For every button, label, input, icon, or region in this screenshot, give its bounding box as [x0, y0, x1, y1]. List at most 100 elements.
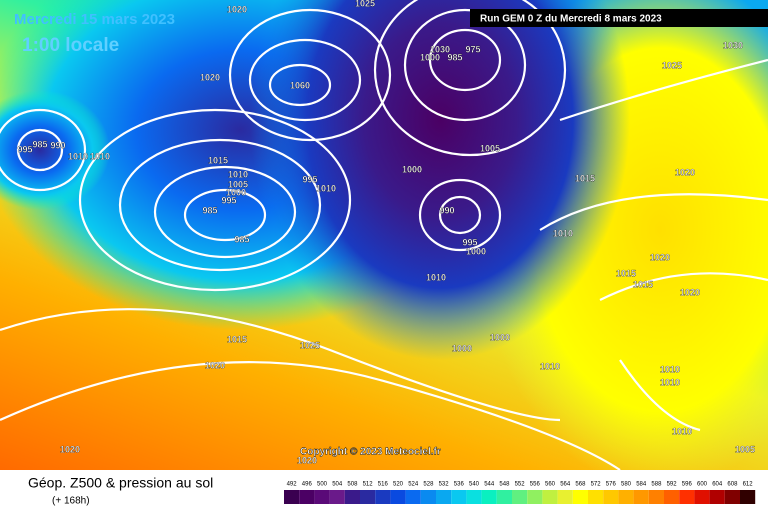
footer-subtitle: (+ 168h) [52, 496, 90, 507]
isobar-label: 1020 [297, 455, 317, 465]
scale-label: 564 [560, 482, 571, 488]
isobar-label: 1015 [208, 155, 228, 165]
isobar-label: 1030 [430, 44, 450, 54]
scale-cell [648, 490, 664, 504]
scale-label: 520 [393, 482, 404, 488]
isobar-label: 1020 [200, 72, 220, 82]
isobar-label: 1015 [575, 173, 595, 183]
scale-label: 588 [651, 482, 662, 488]
scale-label: 600 [697, 482, 708, 488]
scale-label: 516 [378, 482, 389, 488]
isobar-label: 1020 [227, 4, 247, 14]
isobar-label: 1025 [662, 60, 682, 70]
time: 1:00 locale [22, 35, 119, 56]
isobar-label: 995 [221, 195, 236, 205]
scale-cell [329, 490, 345, 504]
isobar-label: 1010 [68, 151, 88, 161]
scale-cell [481, 490, 497, 504]
trough-area [250, 0, 630, 360]
isobar-label: 975 [465, 44, 480, 54]
scale-cell [588, 490, 604, 504]
scale-cell [436, 490, 452, 504]
isobars [0, 0, 768, 470]
scale-label: 544 [484, 482, 495, 488]
scale-cell [724, 490, 740, 504]
scale-label: 512 [363, 482, 374, 488]
scale-cell [360, 490, 376, 504]
isobar-label: 1030 [723, 40, 743, 50]
isobar-label: 1020 [680, 287, 700, 297]
isobar-label: 985 [32, 139, 47, 149]
isobar-label: 995 [302, 174, 317, 184]
scale-label: 548 [499, 482, 510, 488]
scale-label: 572 [591, 482, 602, 488]
scale-label: 568 [575, 482, 586, 488]
scale-label: 608 [727, 482, 738, 488]
isobar-label: 985 [202, 205, 217, 215]
isobar-label: 995 [17, 144, 32, 154]
scale-label: 492 [287, 482, 298, 488]
isobar-label: 1005 [480, 143, 500, 153]
isobar-label: 1015 [616, 268, 636, 278]
scale-cell [496, 490, 512, 504]
scale-label: 504 [332, 482, 343, 488]
scale-cell [466, 490, 482, 504]
isobar-label: 1010 [540, 361, 560, 371]
date: Mercredi 15 mars 2023 [14, 11, 175, 28]
scale-label: 612 [743, 482, 754, 488]
isobar-label: 1005 [735, 444, 755, 454]
scale-cell [664, 490, 680, 504]
copyright: Copyright © 2023 Meteociel.fr [300, 447, 441, 458]
scale-label: 556 [530, 482, 541, 488]
scale-cell [405, 490, 421, 504]
isobar-label: 990 [439, 205, 454, 215]
scale-label: 576 [606, 482, 617, 488]
isobar-label: 990 [50, 140, 65, 150]
isobar-label: 1000 [420, 52, 440, 62]
isobar-label: 1010 [672, 426, 692, 436]
scale-label: 508 [347, 482, 358, 488]
scale-cell [709, 490, 725, 504]
isobar-label: 1020 [205, 360, 225, 370]
scale-cell [512, 490, 528, 504]
scale-cell [542, 490, 558, 504]
isobar-label: 985 [234, 234, 249, 244]
isobar-label: 1010 [660, 377, 680, 387]
isobar-label: 1010 [660, 364, 680, 374]
scale-cell [694, 490, 710, 504]
scale-cell [740, 490, 756, 504]
scale-label: 524 [408, 482, 419, 488]
scale-cell [679, 490, 695, 504]
scale-cell [344, 490, 360, 504]
isobar-label: 1010 [228, 169, 248, 179]
scale-label: 496 [302, 482, 313, 488]
scale-cell [314, 490, 330, 504]
isobar-label: 1015 [633, 279, 653, 289]
scale-label: 532 [439, 482, 450, 488]
isobar-label: 1020 [675, 167, 695, 177]
scale-cell [557, 490, 573, 504]
isobar-label: 1010 [90, 151, 110, 161]
scale-cell [572, 490, 588, 504]
scale-label: 540 [469, 482, 480, 488]
isobar-label: 1015 [227, 334, 247, 344]
scale-label: 528 [423, 482, 434, 488]
scale-label: 500 [317, 482, 328, 488]
isobar-label: 1000 [402, 164, 422, 174]
run-info: Run GEM 0 Z du Mercredi 8 mars 2023 [480, 14, 662, 25]
scale-label: 584 [636, 482, 647, 488]
scale-cell [618, 490, 634, 504]
scale-label: 592 [667, 482, 678, 488]
footer-title: Géop. Z500 & pression au sol [28, 475, 213, 491]
isobar-label: 1025 [300, 340, 320, 350]
scale-label: 560 [545, 482, 556, 488]
scale-cell [420, 490, 436, 504]
scale-cell [299, 490, 315, 504]
scale-label: 604 [712, 482, 723, 488]
isobar-label: 1010 [553, 228, 573, 238]
isobar-label: 1010 [316, 183, 336, 193]
isobar-label: 1010 [426, 272, 446, 282]
isobar-label: 1020 [650, 252, 670, 262]
